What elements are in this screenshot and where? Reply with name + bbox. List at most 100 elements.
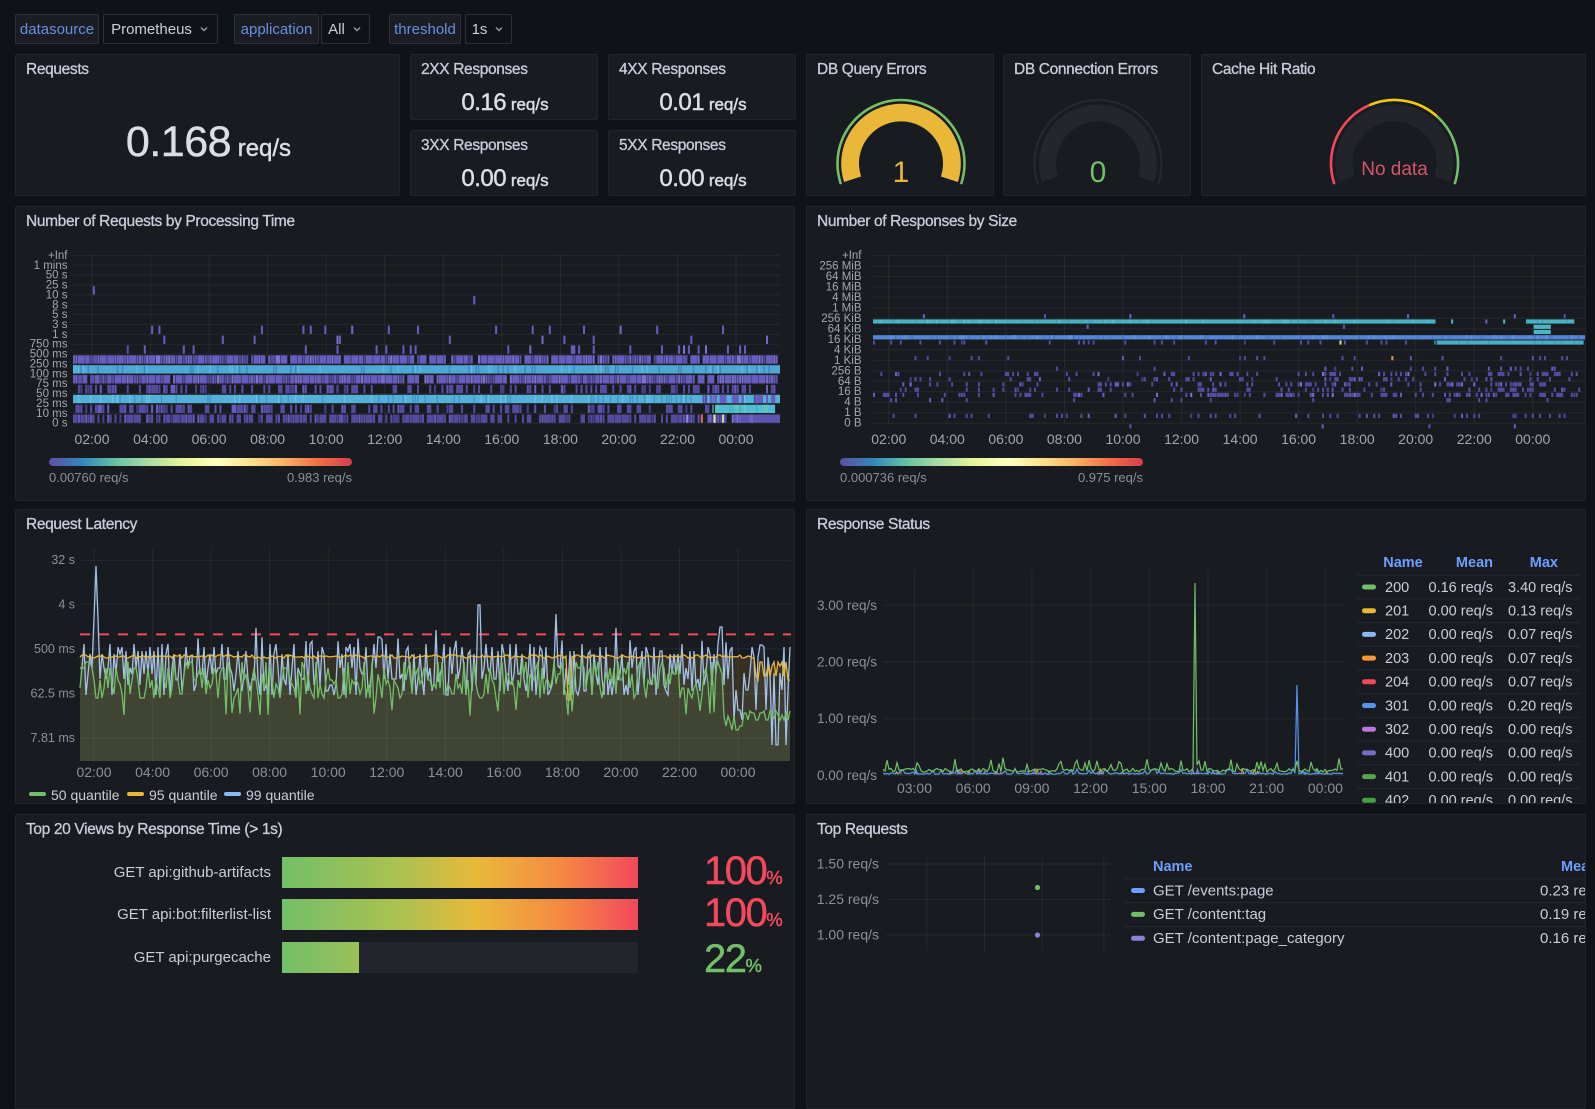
- svg-text:500 ms: 500 ms: [30, 349, 68, 361]
- svg-text:14:00: 14:00: [1223, 431, 1258, 447]
- svg-text:750 ms: 750 ms: [30, 339, 68, 351]
- svg-text:02:00: 02:00: [74, 431, 109, 447]
- svg-text:3.00 req/s: 3.00 req/s: [817, 598, 877, 613]
- svg-text:14:00: 14:00: [426, 431, 461, 447]
- svg-text:0.00 req/s: 0.00 req/s: [1429, 698, 1494, 714]
- svg-text:64 B: 64 B: [838, 376, 862, 388]
- svg-text:0.19 req/s: 0.19 req/s: [1540, 906, 1586, 923]
- svg-text:10:00: 10:00: [309, 431, 344, 447]
- svg-text:32 s: 32 s: [51, 553, 75, 567]
- svg-text:0 s: 0 s: [52, 418, 68, 430]
- svg-text:256 MiB: 256 MiB: [819, 260, 862, 272]
- svg-text:12:00: 12:00: [1164, 431, 1199, 447]
- svg-text:301: 301: [1385, 698, 1409, 714]
- svg-text:14:00: 14:00: [428, 764, 463, 780]
- svg-text:0.13 req/s: 0.13 req/s: [1508, 604, 1573, 620]
- svg-text:1 s: 1 s: [52, 329, 68, 341]
- svg-text:1.00 req/s: 1.00 req/s: [817, 711, 877, 726]
- svg-text:203: 203: [1385, 651, 1409, 667]
- svg-text:302: 302: [1385, 722, 1409, 738]
- svg-text:1 MiB: 1 MiB: [832, 302, 862, 314]
- svg-text:00:00: 00:00: [718, 431, 753, 447]
- svg-text:06:00: 06:00: [988, 431, 1023, 447]
- svg-text:0.00 req/s: 0.00 req/s: [1429, 604, 1494, 620]
- svg-text:20:00: 20:00: [601, 431, 636, 447]
- svg-text:200: 200: [1385, 580, 1409, 596]
- svg-text:16 KiB: 16 KiB: [828, 334, 862, 346]
- svg-text:4 s: 4 s: [58, 597, 75, 611]
- svg-text:08:00: 08:00: [1047, 431, 1082, 447]
- svg-text:256 B: 256 B: [831, 365, 861, 377]
- svg-text:25 s: 25 s: [46, 280, 68, 292]
- svg-text:12:00: 12:00: [367, 431, 402, 447]
- svg-text:25 ms: 25 ms: [36, 398, 68, 410]
- svg-text:Name: Name: [1153, 859, 1193, 875]
- svg-text:0.20 req/s: 0.20 req/s: [1508, 698, 1573, 714]
- svg-text:0.00 req/s: 0.00 req/s: [1429, 746, 1494, 762]
- svg-text:1 KiB: 1 KiB: [834, 355, 862, 367]
- svg-text:99 quantile: 99 quantile: [246, 787, 315, 803]
- svg-text:2.00 req/s: 2.00 req/s: [817, 655, 877, 670]
- svg-text:402: 402: [1385, 793, 1409, 804]
- svg-text:202: 202: [1385, 627, 1409, 643]
- svg-text:64 MiB: 64 MiB: [826, 271, 862, 283]
- svg-text:400: 400: [1385, 746, 1409, 762]
- svg-text:0.00 req/s: 0.00 req/s: [1429, 675, 1494, 691]
- svg-text:0 B: 0 B: [844, 418, 862, 430]
- svg-text:0.00 req/s: 0.00 req/s: [1429, 722, 1494, 738]
- svg-text:62.5 ms: 62.5 ms: [31, 687, 75, 701]
- svg-text:0.16 req/s: 0.16 req/s: [1429, 580, 1494, 596]
- svg-text:08:00: 08:00: [250, 431, 285, 447]
- svg-text:401: 401: [1385, 769, 1409, 785]
- svg-text:0.00 req/s: 0.00 req/s: [1508, 746, 1573, 762]
- svg-text:16:00: 16:00: [1281, 431, 1316, 447]
- svg-text:4 KiB: 4 KiB: [834, 344, 862, 356]
- svg-text:18:00: 18:00: [543, 431, 578, 447]
- svg-text:22:00: 22:00: [660, 431, 695, 447]
- svg-text:+Inf: +Inf: [842, 250, 862, 262]
- svg-text:5 s: 5 s: [52, 309, 68, 321]
- svg-text:50 s: 50 s: [46, 270, 68, 282]
- svg-text:00:00: 00:00: [1308, 780, 1343, 796]
- svg-text:16:00: 16:00: [486, 764, 521, 780]
- svg-text:04:00: 04:00: [133, 431, 168, 447]
- svg-text:GET /content:page_category: GET /content:page_category: [1153, 930, 1345, 947]
- svg-text:21:00: 21:00: [1249, 780, 1284, 796]
- svg-text:50 quantile: 50 quantile: [51, 787, 120, 803]
- svg-text:06:00: 06:00: [192, 431, 227, 447]
- svg-text:0.00 req/s: 0.00 req/s: [1508, 793, 1573, 804]
- svg-text:0.07 req/s: 0.07 req/s: [1508, 627, 1573, 643]
- svg-text:+Inf: +Inf: [48, 250, 68, 262]
- svg-text:22:00: 22:00: [1457, 431, 1492, 447]
- svg-text:18:00: 18:00: [1340, 431, 1375, 447]
- svg-text:0.00 req/s: 0.00 req/s: [1429, 769, 1494, 785]
- svg-text:500 ms: 500 ms: [34, 642, 75, 656]
- svg-text:0.16 req/s: 0.16 req/s: [1540, 930, 1586, 947]
- svg-text:8 s: 8 s: [52, 299, 68, 311]
- svg-text:201: 201: [1385, 604, 1409, 620]
- svg-text:1.50 req/s: 1.50 req/s: [817, 856, 879, 872]
- svg-text:00:00: 00:00: [720, 764, 755, 780]
- svg-text:Name: Name: [1383, 555, 1423, 571]
- svg-text:10:00: 10:00: [311, 764, 346, 780]
- svg-text:Mean: Mean: [1456, 555, 1493, 571]
- svg-text:0.07 req/s: 0.07 req/s: [1508, 675, 1573, 691]
- svg-text:1.25 req/s: 1.25 req/s: [817, 891, 879, 907]
- svg-text:16 MiB: 16 MiB: [826, 281, 862, 293]
- svg-text:Max: Max: [1530, 555, 1558, 571]
- svg-text:100 ms: 100 ms: [30, 368, 68, 380]
- svg-text:04:00: 04:00: [930, 431, 965, 447]
- svg-text:16:00: 16:00: [484, 431, 519, 447]
- svg-text:0.00 req/s: 0.00 req/s: [1508, 722, 1573, 738]
- svg-text:3 s: 3 s: [52, 319, 68, 331]
- svg-text:1 mins: 1 mins: [34, 260, 68, 272]
- svg-text:7.81 ms: 7.81 ms: [31, 731, 75, 745]
- svg-text:4 B: 4 B: [844, 397, 862, 409]
- svg-text:250 ms: 250 ms: [30, 359, 68, 371]
- svg-text:10 ms: 10 ms: [36, 408, 68, 420]
- svg-text:95 quantile: 95 quantile: [149, 787, 218, 803]
- svg-text:22:00: 22:00: [662, 764, 697, 780]
- svg-text:15:00: 15:00: [1132, 780, 1167, 796]
- svg-text:09:00: 09:00: [1014, 780, 1049, 796]
- svg-text:03:00: 03:00: [897, 780, 932, 796]
